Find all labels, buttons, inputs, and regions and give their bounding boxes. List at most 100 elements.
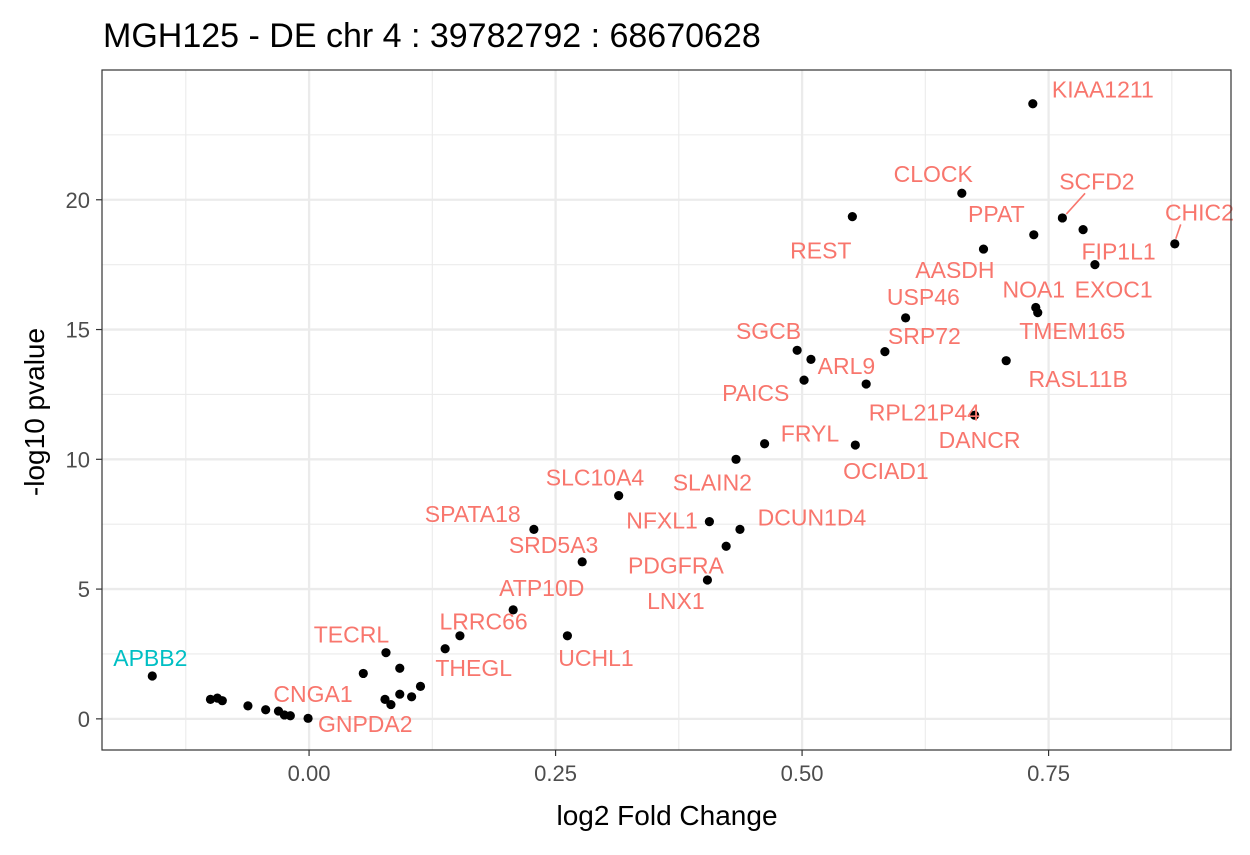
data-point [731,454,741,464]
gene-label: THEGL [435,655,512,681]
data-point [577,557,587,567]
data-point [614,491,624,501]
data-point [880,347,890,357]
panel-background [102,70,1231,750]
data-point [395,689,405,699]
gene-label: SGCB [736,318,801,344]
gene-label: SLC10A4 [546,464,645,490]
data-point [261,705,271,715]
data-point [415,681,426,692]
data-point [1057,213,1067,223]
data-point [850,440,860,450]
data-point [792,345,802,355]
data-point [440,644,450,654]
data-point [562,631,573,641]
data-point [1170,239,1180,249]
data-point [243,701,253,711]
y-tick-label: 0 [78,707,90,732]
panel-border [101,69,1232,751]
data-point [381,648,391,658]
gene-label: RPL21P44 [869,400,980,426]
y-tick-label: 15 [66,318,90,343]
data-point [702,575,713,585]
data-point [970,410,980,420]
gene-label: PPAT [968,201,1025,227]
gene-label: FRYL [781,420,840,446]
gene-label: REST [790,237,851,263]
data-point [285,711,295,721]
data-point [508,605,518,615]
gene-label: TMEM165 [1019,318,1125,344]
gene-label: DANCR [939,427,1021,453]
data-point [395,663,405,673]
x-tick-label: 0.75 [1027,761,1070,786]
x-tick-label: 0.00 [288,761,331,786]
data-point [1028,99,1038,109]
gene-label: ATP10D [499,575,584,601]
data-point [1033,308,1043,318]
data-point [529,524,539,534]
gene-label: CNGA1 [273,681,352,707]
data-point [957,188,967,198]
data-point [901,313,911,323]
data-point [205,694,216,704]
gene-label: SLAIN2 [673,470,752,496]
x-tick-label: 0.25 [534,761,577,786]
label-connector [1175,224,1182,239]
gene-label: ARL9 [818,353,876,379]
gene-label: PDGFRA [628,553,725,579]
gene-label: PAICS [722,380,789,406]
chart-title: MGH125 - DE chr 4 : 39782792 : 68670628 [103,17,761,55]
gene-label: NOA1 [1002,276,1065,302]
data-point [455,631,465,641]
gene-label: SCFD2 [1059,169,1134,195]
gene-label: LNX1 [647,588,705,614]
gene-label: NFXL1 [626,507,698,533]
gene-label: SPATA18 [425,501,521,527]
gene-label: TECRL [314,622,390,648]
data-point [978,244,989,254]
x-axis-title: log2 Fold Change [556,800,777,831]
data-point [147,671,157,681]
gene-label: OCIAD1 [843,458,929,484]
plot-panel: KIAA1211 CLOCK SCFD2 CHIC2 PPAT REST FIP1L1 AAS… [66,69,1234,786]
gene-label: FIP1L1 [1082,239,1156,265]
gene-label: DCUN1D4 [758,505,867,531]
data-point [806,354,816,364]
data-point [386,699,396,710]
data-point [380,694,390,704]
y-tick-label: 5 [78,577,90,602]
data-point [760,439,770,449]
gene-label: UCHL1 [558,645,633,671]
gene-label: AASDH [915,257,994,283]
gene-label: RASL11B [1029,366,1128,392]
data-point [847,212,857,222]
gene-label: LRRC66 [439,609,527,635]
label-connector [1065,192,1086,215]
data-point [303,713,313,723]
data-point [721,541,731,551]
gene-label: GNPDA2 [318,711,413,737]
x-tick-label: 0.50 [781,761,824,786]
data-point [1029,230,1039,240]
gene-label: CHIC2 [1165,200,1234,226]
gene-label: KIAA1211 [1052,76,1154,102]
data-point [1078,225,1088,235]
data-point [1090,260,1100,270]
y-tick-label: 20 [66,188,90,213]
gene-label: SRP72 [888,323,961,349]
data-point [1001,356,1011,366]
gene-label: CLOCK [894,161,974,187]
gene-label: APBB2 [113,645,187,671]
data-point [799,375,809,385]
data-point [704,517,714,527]
data-point [217,696,227,706]
y-axis-title: -log10 pvalue [19,328,50,496]
data-point [407,692,417,702]
data-point [358,668,368,679]
data-point [861,379,871,389]
gene-label: USP46 [887,284,960,310]
y-tick-label: 10 [66,447,90,472]
